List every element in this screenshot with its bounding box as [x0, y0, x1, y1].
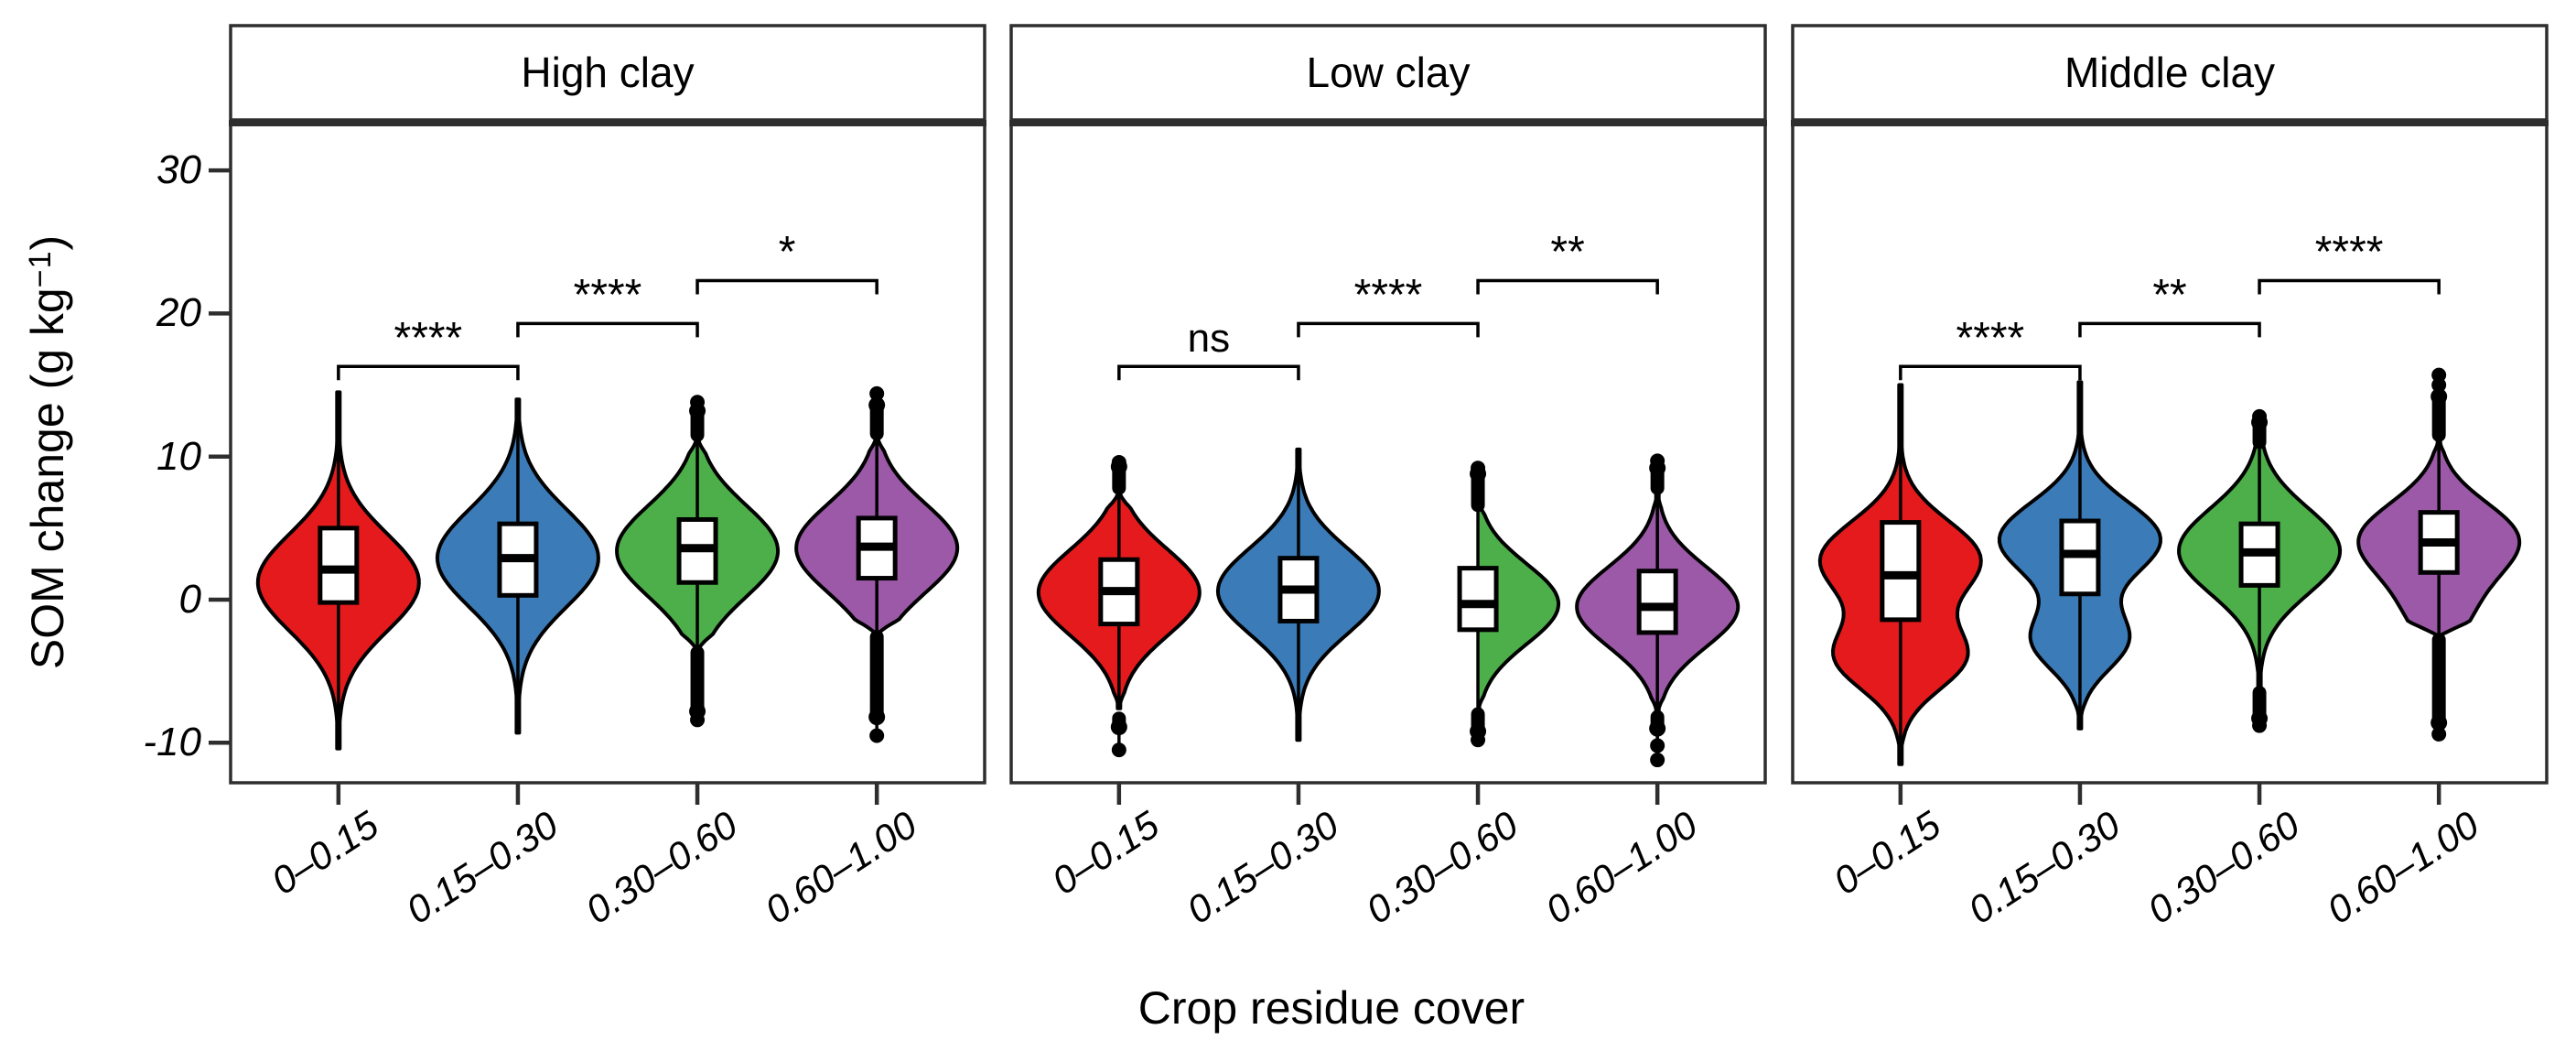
outlier-point: [869, 728, 885, 743]
outlier-point: [869, 385, 885, 401]
significance-label: *: [778, 228, 796, 277]
outlier-point: [690, 712, 706, 728]
significance-bracket: [1899, 364, 2082, 381]
panel-title-high-clay: High clay: [521, 49, 695, 96]
outlier-point: [1111, 454, 1126, 470]
y-axis-title-text: SOM change (g kg: [22, 287, 73, 670]
significance-bracket: [337, 364, 520, 381]
outlier-point: [1650, 453, 1665, 469]
y-tick-label: -10: [143, 720, 201, 765]
y-axis-title-close: ): [22, 234, 73, 251]
panel-area: [229, 123, 986, 785]
panel-title-low-clay: Low clay: [1306, 49, 1471, 96]
boxplot-box: [1880, 520, 1922, 623]
significance-label: ****: [2314, 228, 2384, 277]
outlier-point: [1471, 732, 1486, 748]
panel-title-middle-clay: Middle clay: [2064, 49, 2276, 96]
outlier-point: [2252, 408, 2268, 424]
significance-bracket: [695, 278, 878, 295]
outlier-point: [2252, 718, 2268, 733]
significance-bracket: [1476, 278, 1659, 295]
significance-bracket: [1117, 364, 1300, 381]
y-tick-label: 0: [178, 577, 201, 622]
outlier-point: [2431, 367, 2447, 383]
facet-strip: [229, 24, 986, 122]
x-axis-title: Crop residue cover: [1137, 982, 1525, 1034]
outlier-point: [690, 395, 706, 410]
significance-label: ****: [393, 314, 463, 363]
outlier-point: [1650, 753, 1665, 768]
significance-label: ****: [1956, 314, 2025, 363]
significance-label: **: [1550, 228, 1585, 277]
significance-bracket: [2078, 321, 2261, 338]
significance-label: ns: [1187, 316, 1231, 362]
y-tick-label: 20: [156, 290, 201, 336]
y-axis-title: SOM change (g kg−1): [21, 235, 74, 669]
significance-label: ****: [1353, 271, 1423, 320]
facet-strip: [1791, 24, 2549, 122]
boxplot-box: [1636, 569, 1678, 635]
outlier-point: [1471, 461, 1486, 476]
boxplot-box: [318, 526, 360, 605]
significance-label: **: [2152, 271, 2187, 320]
violin-0.30–0.60: [1477, 502, 1561, 711]
outlier-point: [1111, 742, 1126, 758]
significance-bracket: [2258, 278, 2441, 295]
significance-label: ****: [573, 271, 642, 320]
outlier-point: [2431, 726, 2447, 742]
significance-bracket: [516, 321, 699, 338]
y-tick-label: 10: [156, 433, 201, 479]
y-axis-title-superscript: −1: [23, 250, 58, 288]
boxplot-box: [1457, 566, 1499, 633]
significance-bracket: [1297, 321, 1480, 338]
y-tick-label: 30: [156, 147, 201, 193]
